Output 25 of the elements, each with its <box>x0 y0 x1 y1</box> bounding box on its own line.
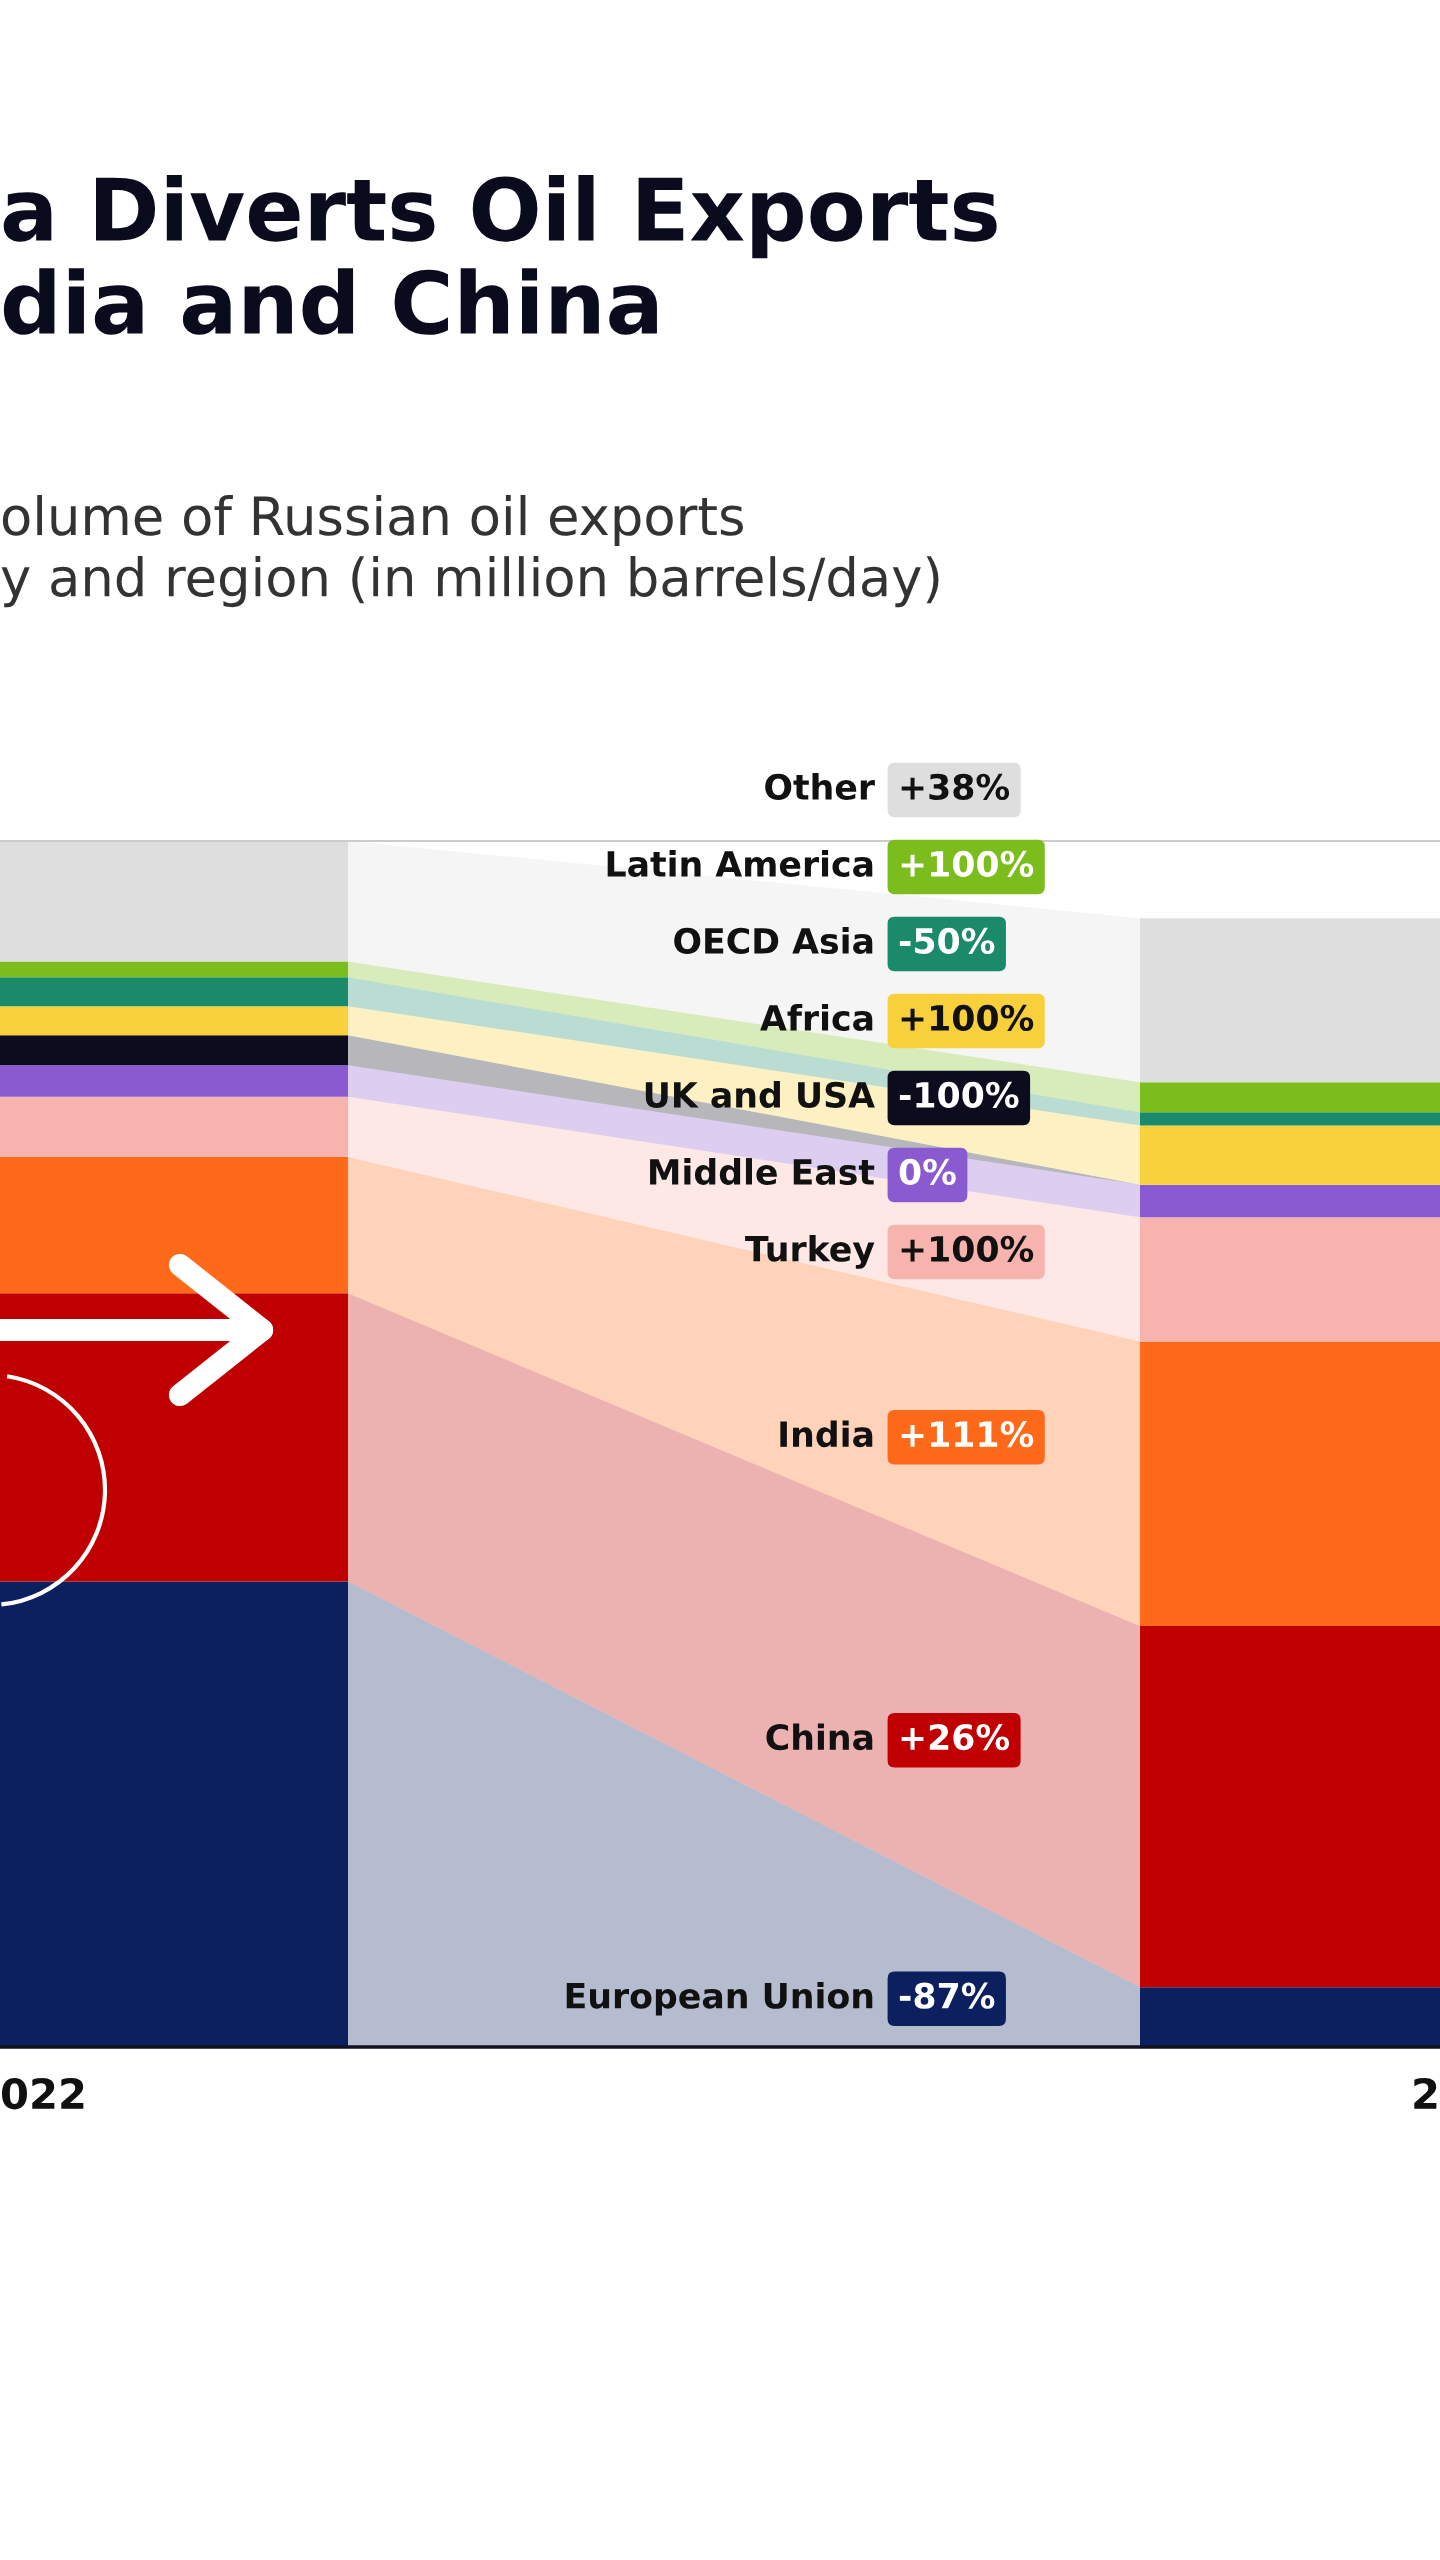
legend-label: India <box>780 1420 873 1448</box>
annotation: +100% <box>901 850 1034 877</box>
annotation: +100% <box>901 1235 1034 1262</box>
legend-label: Other <box>765 773 875 800</box>
annotation: +111% <box>901 1421 1034 1448</box>
chart-subtitle: olume of Russian oil exports y and region (in million barrels/day) <box>1 495 939 608</box>
annotation: -50% <box>899 927 995 954</box>
legend-label: Turkey <box>745 1234 875 1269</box>
annotation: -87% <box>899 1982 995 2009</box>
text: +38% <box>901 773 1010 800</box>
annotation: -100% <box>899 1081 1019 1108</box>
x-tick-label: 022 <box>1 2077 84 2110</box>
legend-label: Middle East <box>650 1158 875 1185</box>
legend-label: OECD Asia <box>674 927 873 954</box>
legend-label: UK and USA <box>645 1081 875 1108</box>
legend-label: Africa <box>760 1004 873 1031</box>
annotation: +100% <box>901 1004 1034 1031</box>
annotation: 0% <box>899 1158 956 1185</box>
legend-label: Latin America <box>607 850 873 877</box>
annotation: +26% <box>901 1724 1010 1751</box>
bar <box>0 1035 348 1066</box>
x-tick-label: 2 <box>1414 2077 1437 2109</box>
legend-label: China <box>766 1723 873 1751</box>
legend-label: European Union <box>566 1981 873 2016</box>
chart-title: a Diverts Oil Exports dia and China <box>3 175 997 335</box>
